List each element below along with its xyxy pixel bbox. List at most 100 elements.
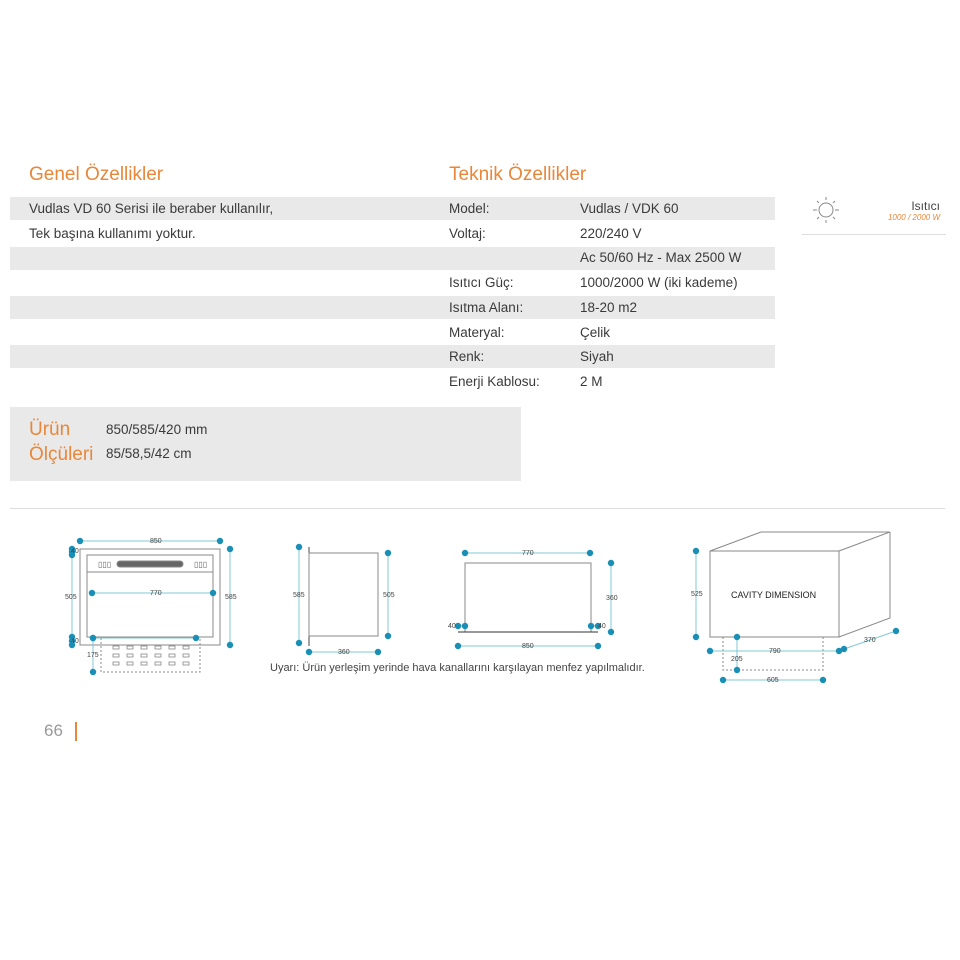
product-dimensions-title-2: Ölçüleri (29, 444, 94, 465)
dimension-label: 40 (71, 548, 79, 555)
spec-value: Siyah (580, 349, 614, 365)
warning-text: Uyarı: Ürün yerleşim yerinde hava kanall… (270, 662, 645, 674)
dimension-dot (295, 639, 303, 647)
svg-text:▯▯▯: ▯▯▯ (98, 560, 111, 569)
product-dimensions-box: Ürün Ölçüleri 850/585/420 mm 85/58,5/42 … (10, 407, 521, 481)
dimension-dot (384, 632, 392, 640)
cavity-label: CAVITY DIMENSION (731, 590, 816, 600)
spec-label: Renk: (449, 349, 485, 365)
vent-grille (112, 645, 190, 666)
general-line: Tek başına kullanımı yoktur. (29, 226, 196, 241)
spec-value: Ac 50/60 Hz - Max 2500 W (580, 250, 742, 266)
dimension-dot (706, 647, 714, 655)
dimension-dot (76, 537, 84, 545)
dimension-dot (719, 676, 727, 684)
dimension-dot (692, 547, 700, 555)
spec-label: Model: (449, 201, 490, 216)
dimension-dot (840, 645, 848, 653)
product-dimensions-title-1: Ürün (29, 419, 71, 440)
dimension-dot (209, 589, 217, 597)
dimension-label: 605 (767, 677, 779, 684)
dimensions-mm: 850/585/420 mm (106, 422, 208, 437)
dimension-dot (607, 628, 615, 636)
divider (10, 508, 945, 509)
dimension-dot (89, 634, 97, 642)
page-number: 66 (44, 721, 63, 740)
dimension-dot (226, 641, 234, 649)
dimension-dot (305, 648, 313, 656)
dimension-dot (68, 545, 76, 553)
sun-icon (813, 197, 839, 223)
spec-value: 2 M (580, 373, 603, 389)
spec-value: 1000/2000 W (iki kademe) (580, 275, 738, 291)
dimension-dot (89, 668, 97, 676)
spec-label: Voltaj: (449, 225, 486, 241)
heater-badge: Isıtıcı 1000 / 2000 W (802, 195, 946, 235)
spec-value: Çelik (580, 324, 611, 340)
dimension-dot (295, 543, 303, 551)
heater-subtitle: 1000 / 2000 W (887, 213, 940, 222)
dimension-label: 175 (87, 652, 99, 659)
dimension-dot (454, 642, 462, 650)
dimension-label: 40 (448, 623, 456, 630)
dimension-label: 585 (293, 592, 305, 599)
dimension-dot (461, 549, 469, 557)
dimension-label: 205 (731, 656, 743, 663)
row-stripe (10, 296, 775, 319)
row-stripe (10, 197, 775, 220)
heater-title: Isıtıcı (911, 199, 940, 213)
top-view-drawing (458, 562, 598, 633)
dimension-label: 525 (691, 591, 703, 598)
dimension-dot (461, 622, 469, 630)
dimension-label: 850 (150, 538, 162, 545)
dimension-dot (88, 589, 96, 597)
front-view-labels: ▯▯▯ ▯▯▯ (98, 560, 207, 569)
dimension-dot (594, 622, 602, 630)
row-stripe (10, 247, 775, 270)
dimension-dot (587, 622, 595, 630)
dimension-dot (892, 627, 900, 635)
technical-features-title: Teknik Özellikler (449, 164, 587, 185)
general-features-title: Genel Özellikler (29, 164, 164, 185)
spec-value: 220/240 V (580, 225, 642, 241)
dimension-dot (226, 545, 234, 553)
dimension-dot (692, 633, 700, 641)
dimension-label: 585 (225, 594, 237, 601)
dimension-label: 360 (606, 595, 618, 602)
cavity-drawing (709, 531, 891, 671)
svg-text:▯▯▯: ▯▯▯ (194, 560, 207, 569)
row-stripe (10, 345, 775, 368)
dimension-label: 360 (338, 649, 350, 656)
dimension-dot (68, 641, 76, 649)
side-view-drawing (308, 547, 379, 646)
general-line: Vudlas VD 60 Serisi ile beraber kullanıl… (29, 201, 274, 216)
dimension-label: 370 (864, 637, 876, 644)
dimension-dot (384, 549, 392, 557)
dimension-label: 505 (65, 594, 77, 601)
spec-label: Materyal: (449, 324, 505, 340)
dimension-label: 790 (769, 648, 781, 655)
dimension-dot (733, 666, 741, 674)
dimension-dot (68, 551, 76, 559)
dimension-dot (586, 549, 594, 557)
dimension-dot (216, 537, 224, 545)
dimension-dot (68, 633, 76, 641)
dimension-label: 850 (522, 643, 534, 650)
dimension-dot (454, 622, 462, 630)
spec-value: Vudlas / VDK 60 (580, 201, 679, 216)
dimension-label: 40 (71, 638, 79, 645)
dimension-label: 770 (522, 550, 534, 557)
spec-label: Isıtma Alanı: (449, 299, 524, 315)
dimensions-cm: 85/58,5/42 cm (106, 446, 192, 461)
dimension-dot (594, 642, 602, 650)
dimension-dot (835, 647, 843, 655)
dimension-label: 770 (150, 590, 162, 597)
dimension-dot (192, 634, 200, 642)
spec-value: 18-20 m2 (580, 299, 638, 315)
page-number-bar (75, 722, 77, 741)
dimension-dot (374, 648, 382, 656)
dimension-dot (733, 633, 741, 641)
dimension-line (843, 630, 897, 650)
dimension-label: 505 (383, 592, 395, 599)
